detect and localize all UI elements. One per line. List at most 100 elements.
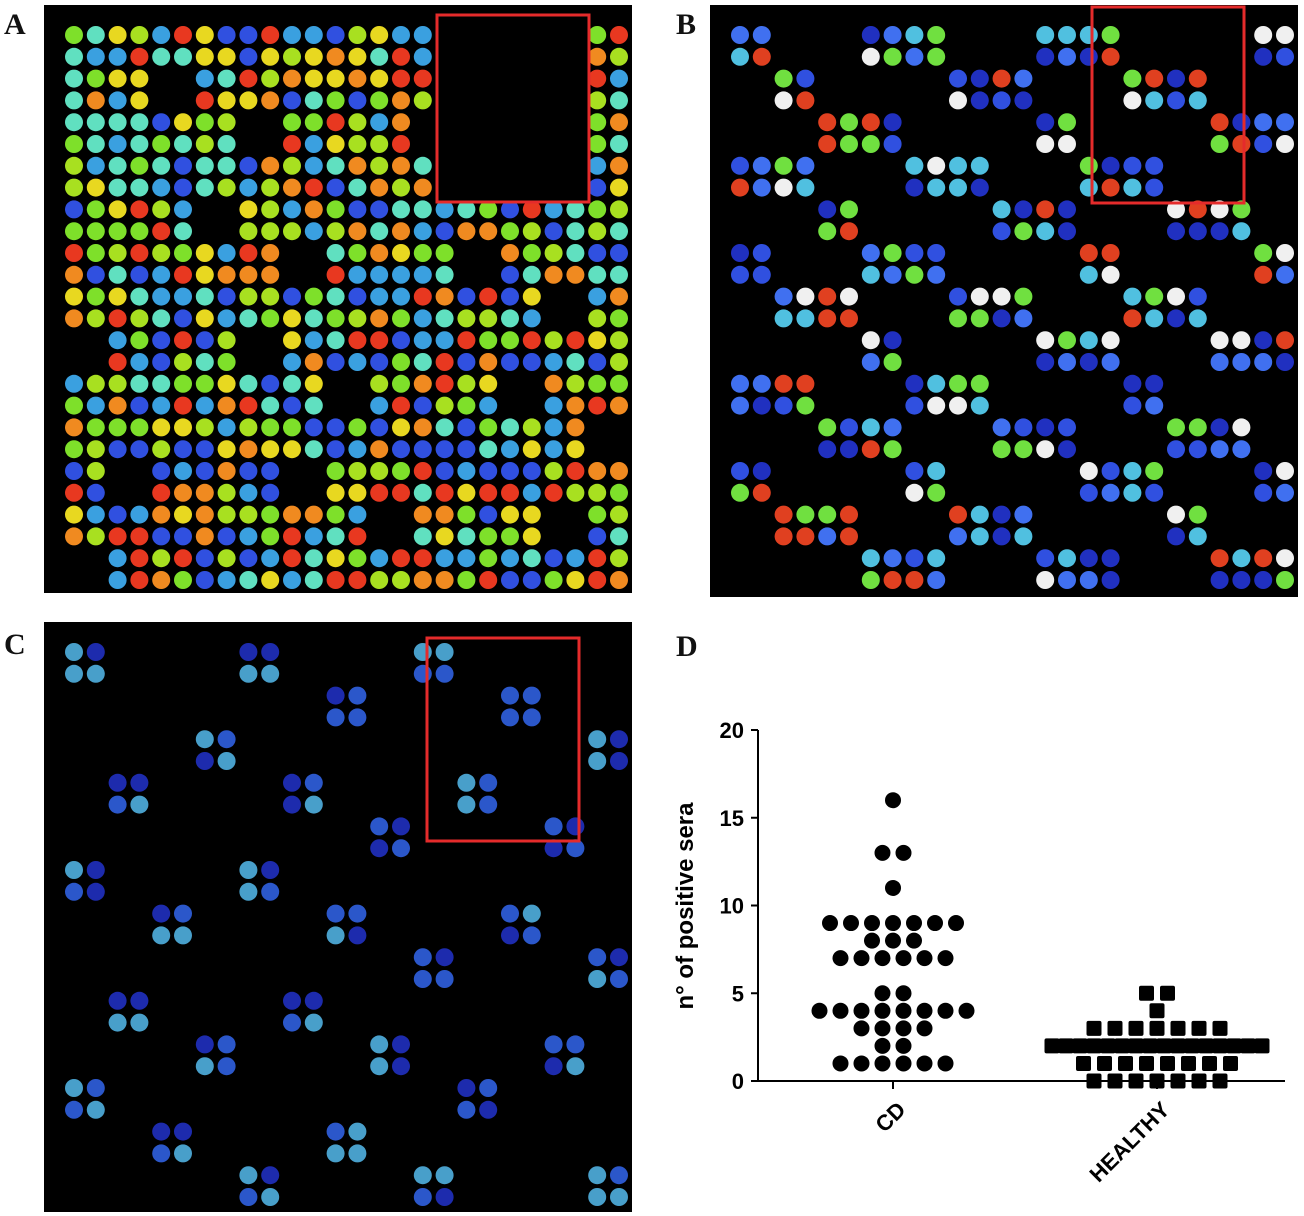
array-spot xyxy=(108,991,127,1010)
array-spot xyxy=(130,135,149,153)
array-spot xyxy=(610,200,628,219)
array-spot xyxy=(1058,47,1076,66)
array-spot xyxy=(970,527,989,546)
array-spot xyxy=(501,222,519,241)
array-spot xyxy=(566,418,585,437)
data-point-cd xyxy=(948,915,964,932)
array-spot xyxy=(610,135,628,153)
array-spot xyxy=(588,309,607,328)
array-spot xyxy=(217,156,236,175)
array-spot xyxy=(861,353,880,371)
array-spot xyxy=(195,440,214,459)
array-spot xyxy=(239,571,258,589)
array-spot xyxy=(174,178,192,197)
array-spot xyxy=(261,91,280,110)
array-spot xyxy=(752,483,771,502)
array-spot xyxy=(413,418,432,437)
array-spot xyxy=(544,440,563,459)
array-spot xyxy=(217,505,236,524)
panel-label-c: C xyxy=(4,628,26,661)
array-spot xyxy=(413,527,432,546)
array-spot xyxy=(86,664,105,683)
array-spot xyxy=(1210,200,1229,219)
array-spot xyxy=(861,26,880,44)
array-spot xyxy=(261,440,280,459)
array-spot xyxy=(65,178,83,197)
array-spot xyxy=(1101,178,1120,197)
array-spot xyxy=(195,483,214,502)
array-spot xyxy=(1058,571,1076,589)
array-spot xyxy=(86,643,105,661)
array-spot xyxy=(348,418,367,437)
array-spot xyxy=(152,47,171,66)
array-spot xyxy=(239,265,258,284)
array-spot xyxy=(217,26,236,44)
array-spot xyxy=(566,265,585,284)
data-point-healthy xyxy=(1118,1055,1133,1071)
array-spot xyxy=(195,1057,214,1076)
data-point-cd xyxy=(885,792,901,809)
array-spot xyxy=(108,47,127,66)
array-spot xyxy=(949,69,967,88)
array-spot xyxy=(348,483,367,502)
array-spot xyxy=(501,571,519,589)
array-spot xyxy=(174,244,192,262)
array-spot xyxy=(610,178,628,197)
array-spot xyxy=(544,222,563,241)
array-spot xyxy=(927,483,946,502)
array-spot xyxy=(217,1035,236,1054)
array-spot xyxy=(1254,571,1273,589)
array-spot xyxy=(970,69,989,88)
array-spot xyxy=(326,440,345,459)
array-spot xyxy=(731,396,749,415)
array-spot xyxy=(1276,462,1294,480)
array-spot xyxy=(566,440,585,459)
array-spot xyxy=(1188,222,1207,241)
array-spot xyxy=(1079,571,1098,589)
array-spot xyxy=(370,483,389,502)
array-spot xyxy=(457,396,476,415)
array-spot xyxy=(1167,69,1185,88)
data-point-healthy xyxy=(1139,985,1154,1001)
array-spot xyxy=(304,374,323,393)
array-spot xyxy=(326,222,345,241)
array-spot xyxy=(522,331,541,350)
array-spot xyxy=(174,113,192,132)
array-spot xyxy=(370,331,389,350)
array-spot xyxy=(566,353,585,371)
array-spot xyxy=(261,462,280,480)
array-spot xyxy=(130,396,149,415)
array-spot xyxy=(840,200,858,219)
array-spot xyxy=(796,178,815,197)
array-spot xyxy=(217,113,236,132)
array-spot xyxy=(566,331,585,350)
array-spot xyxy=(413,309,432,328)
array-spot xyxy=(217,571,236,589)
array-spot xyxy=(610,265,628,284)
data-point-cd xyxy=(885,879,901,896)
array-spot xyxy=(1210,113,1229,132)
data-point-healthy xyxy=(1181,1055,1196,1071)
array-spot xyxy=(261,26,280,44)
array-spot xyxy=(905,462,924,480)
array-spot xyxy=(840,527,858,546)
data-point-cd xyxy=(874,985,891,1002)
array-spot xyxy=(522,200,541,219)
array-spot xyxy=(261,1188,280,1206)
array-spot xyxy=(413,244,432,262)
array-spot xyxy=(86,287,105,306)
array-spot xyxy=(65,374,83,393)
array-spot xyxy=(1036,222,1055,241)
array-spot xyxy=(108,69,127,88)
array-spot xyxy=(86,440,105,459)
array-spot xyxy=(457,418,476,437)
array-spot xyxy=(435,200,454,219)
array-spot xyxy=(261,643,280,661)
array-spot xyxy=(370,47,389,66)
array-spot xyxy=(261,200,280,219)
array-spot xyxy=(326,926,345,945)
array-spot xyxy=(392,418,410,437)
array-spot xyxy=(818,222,837,241)
array-spot xyxy=(130,69,149,88)
array-spot xyxy=(501,527,519,546)
